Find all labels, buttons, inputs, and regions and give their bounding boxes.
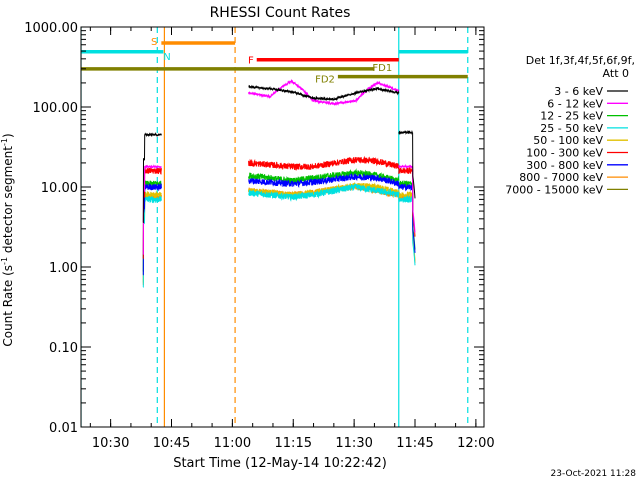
x-tick-label: 11:30 bbox=[335, 436, 372, 451]
series-line bbox=[248, 182, 400, 202]
flag-label: N bbox=[163, 52, 170, 63]
plot-frame bbox=[80, 26, 485, 428]
chart-title: RHESSI Count Rates bbox=[210, 5, 351, 21]
x-tick-label: 11:45 bbox=[396, 436, 433, 451]
legend-entry-label: 300 - 800 keV bbox=[526, 159, 603, 172]
x-tick-label: 11:00 bbox=[214, 436, 251, 451]
series-line bbox=[142, 167, 162, 259]
x-tick-label: 10:45 bbox=[153, 436, 190, 451]
series-line bbox=[248, 173, 400, 188]
flag-label: F bbox=[248, 56, 254, 67]
series-line bbox=[248, 155, 400, 171]
series-line bbox=[142, 131, 162, 223]
footer-date: 23-Oct-2021 11:28 bbox=[551, 469, 637, 479]
legend-header-1: Det 1f,3f,4f,5f,6f,9f, bbox=[525, 54, 635, 67]
x-tick-label: 11:15 bbox=[275, 436, 312, 451]
y-tick-label: 0.10 bbox=[49, 341, 78, 356]
y-tick-label: 10.00 bbox=[41, 181, 78, 196]
x-tick-label: 10:30 bbox=[92, 436, 129, 451]
legend-entry-label: 800 - 7000 keV bbox=[519, 171, 603, 184]
legend-entry-label: 100 - 300 keV bbox=[526, 147, 603, 160]
flag-label: FD2 bbox=[315, 75, 335, 86]
axes: 0.01 0.10 1.00 10.00 100.00 1000.00 10:30 10:45… bbox=[24, 21, 494, 451]
series-line bbox=[248, 78, 400, 106]
series-line bbox=[398, 129, 416, 199]
legend-header-2: Att 0 bbox=[602, 67, 629, 80]
series-line bbox=[248, 182, 400, 199]
flag-label: FD1 bbox=[372, 63, 392, 74]
legend-entry-label: 25 - 50 keV bbox=[540, 122, 603, 135]
legend-entry-label: 6 - 12 keV bbox=[547, 97, 603, 110]
y-axis-label: Count Rate (s-1 detector segment-1) bbox=[0, 133, 15, 346]
legend-entry-label: 12 - 25 keV bbox=[540, 110, 603, 123]
flag-label: S bbox=[151, 37, 157, 48]
series-line bbox=[142, 192, 162, 286]
legend-entry-label: 50 - 100 keV bbox=[533, 134, 603, 147]
y-tick-label: 1.00 bbox=[49, 261, 78, 276]
x-axis-label: Start Time (12-May-14 10:22:42) bbox=[173, 456, 387, 471]
series-line bbox=[142, 195, 162, 288]
y-tick-label: 0.01 bbox=[49, 421, 78, 436]
plot-area: SN F FD1 FD2 bbox=[81, 27, 469, 427]
x-tick-label: 12:00 bbox=[457, 436, 494, 451]
legend-entry-label: 7000 - 15000 keV bbox=[505, 183, 603, 196]
series-line bbox=[142, 182, 162, 276]
series-line bbox=[248, 84, 400, 102]
y-tick-label: 1000.00 bbox=[24, 21, 78, 36]
series-line bbox=[142, 190, 162, 283]
legend-entry-label: 3 - 6 keV bbox=[554, 85, 603, 98]
series-line bbox=[142, 164, 162, 255]
y-tick-label: 100.00 bbox=[33, 101, 79, 116]
